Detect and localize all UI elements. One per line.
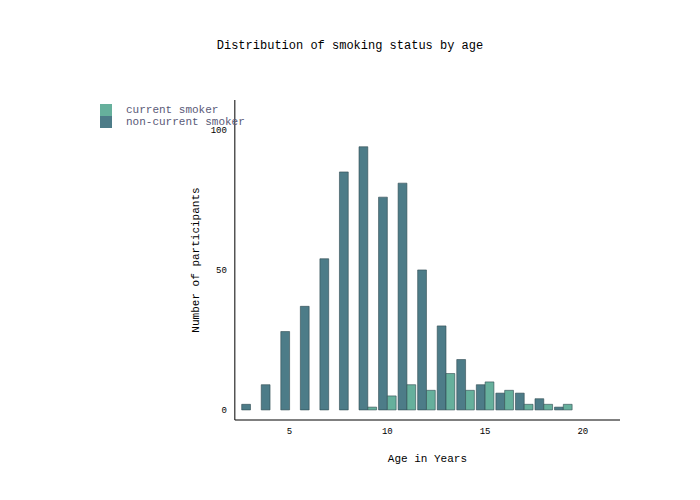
- svg-text:50: 50: [216, 266, 227, 276]
- svg-text:10: 10: [382, 427, 393, 437]
- html-text:Distribution of smoking status: Distribution of smoking status by age: [216, 39, 484, 53]
- svg-text:5: 5: [287, 427, 292, 437]
- svg-text:Age in Years: Age in Years: [388, 453, 467, 465]
- svg-text:100: 100: [211, 126, 227, 136]
- svg-text:15: 15: [480, 427, 491, 437]
- svg-text:Number of participants: Number of participants: [190, 187, 202, 332]
- svg-text:20: 20: [577, 427, 588, 437]
- html-text:non-current smoker: non-current smoker: [126, 116, 245, 129]
- html-text:current smoker: current smoker: [126, 104, 219, 116]
- svg-text:0: 0: [221, 406, 226, 416]
